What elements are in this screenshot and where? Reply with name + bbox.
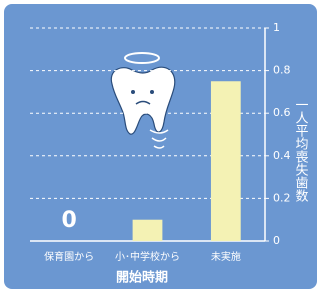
data-label: 0 — [62, 208, 77, 233]
y-tick-label: 0.8 — [273, 64, 291, 77]
x-tick-label: 未実施 — [211, 250, 241, 263]
chart: 開始時期 一人平均喪失歯数 0 0.2 0.4 0.6 0.8 1 保育園から 0 小･中学校か… — [0, 0, 321, 293]
y-axis-label: 一人平均喪失歯数 — [293, 98, 309, 202]
background — [4, 4, 317, 289]
y-tick-label: 1 — [273, 21, 280, 34]
bar — [133, 220, 163, 241]
y-tick-label: 0 — [273, 234, 280, 247]
y-tick-label: 0.6 — [273, 106, 291, 119]
y-tick-label: 0.2 — [273, 191, 291, 204]
x-tick-label: 保育園から — [44, 250, 94, 263]
bar — [211, 81, 241, 241]
y-tick-label: 0.4 — [273, 149, 291, 162]
x-axis-label: 開始時期 — [116, 270, 168, 286]
x-tick-label: 小･中学校から — [115, 250, 180, 263]
